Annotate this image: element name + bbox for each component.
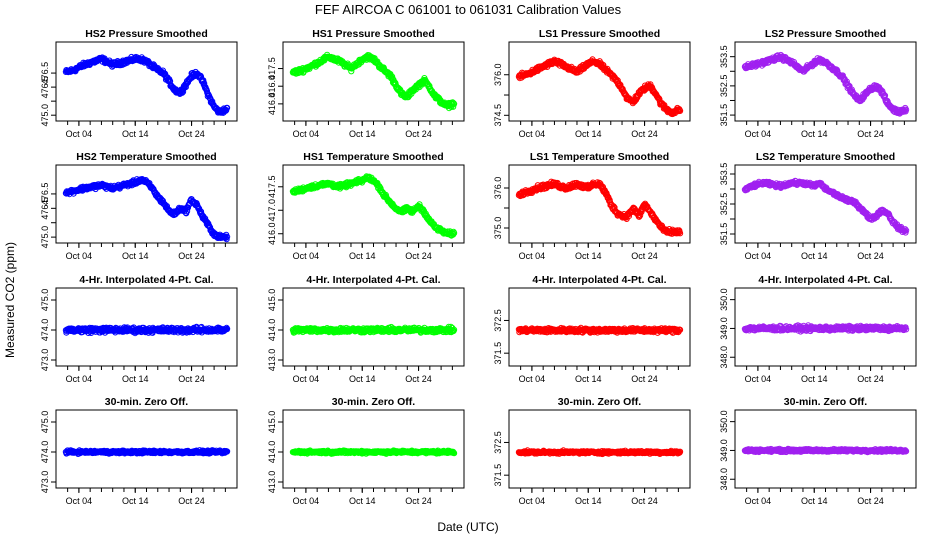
y-tick-label: 371.5: [493, 342, 503, 365]
x-tick-label: Oct 14: [575, 251, 602, 261]
x-tick-label: Oct 24: [178, 374, 205, 384]
panel-title: LS1 Temperature Smoothed: [530, 151, 669, 163]
x-tick-label: Oct 04: [66, 129, 93, 139]
x-tick-label: Oct 14: [349, 374, 376, 384]
y-tick-label: 476.5: [40, 62, 50, 85]
y-tick-label: 476.5: [40, 183, 50, 206]
y-tick-label: 348.0: [719, 346, 729, 369]
y-tick-label: 414.0: [267, 319, 277, 342]
y-tick-label: 375.0: [493, 217, 503, 240]
y-tick-label: 475.0: [40, 411, 50, 434]
y-tick-label: 474.0: [40, 441, 50, 464]
y-tick-label: 474.0: [40, 319, 50, 342]
x-tick-label: Oct 24: [857, 374, 884, 384]
x-tick-label: Oct 14: [349, 129, 376, 139]
x-tick-label: Oct 04: [745, 251, 772, 261]
panel-title: LS2 Pressure Smoothed: [765, 28, 886, 40]
y-tick-label: 352.5: [719, 75, 729, 98]
x-tick-label: Oct 24: [631, 374, 658, 384]
panel-title: 4-Hr. Interpolated 4-Pt. Cal.: [532, 274, 666, 286]
y-tick-label: 374.5: [493, 104, 503, 127]
panel-title: 4-Hr. Interpolated 4-Pt. Cal.: [758, 274, 892, 286]
x-tick-label: Oct 24: [178, 129, 205, 139]
x-tick-label: Oct 24: [857, 129, 884, 139]
x-tick-label: Oct 14: [122, 374, 149, 384]
x-tick-label: Oct 24: [405, 129, 432, 139]
panel-title: LS2 Temperature Smoothed: [756, 151, 895, 163]
x-tick-label: Oct 04: [745, 374, 772, 384]
x-tick-label: Oct 24: [178, 251, 205, 261]
y-tick-label: 350.0: [719, 288, 729, 311]
y-tick-label: 351.5: [719, 223, 729, 246]
x-tick-label: Oct 14: [122, 496, 149, 506]
x-tick-label: Oct 24: [178, 496, 205, 506]
panel-title: 4-Hr. Interpolated 4-Pt. Cal.: [306, 274, 440, 286]
x-tick-label: Oct 24: [405, 374, 432, 384]
x-tick-label: Oct 14: [575, 129, 602, 139]
x-tick-label: Oct 14: [801, 251, 828, 261]
y-tick-label: 417.5: [267, 176, 277, 199]
y-tick-label: 349.0: [719, 317, 729, 340]
panel-title: HS1 Temperature Smoothed: [303, 151, 443, 163]
x-tick-label: Oct 24: [631, 251, 658, 261]
y-tick-label: 351.5: [719, 104, 729, 127]
y-tick-label: 415.0: [267, 289, 277, 312]
x-tick-label: Oct 14: [575, 374, 602, 384]
panel-title: HS2 Pressure Smoothed: [85, 28, 208, 40]
y-tick-label: 475.0: [40, 226, 50, 249]
data-series: [63, 448, 229, 457]
y-tick-label: 353.5: [719, 163, 729, 186]
x-tick-label: Oct 24: [857, 251, 884, 261]
panel-title: HS1 Pressure Smoothed: [312, 28, 435, 40]
x-tick-label: Oct 04: [66, 251, 93, 261]
x-tick-label: Oct 04: [745, 129, 772, 139]
figure-title: FEF AIRCOA C 061001 to 061031 Calibratio…: [315, 2, 622, 17]
x-tick-label: Oct 04: [293, 374, 320, 384]
y-tick-label: 416.0: [267, 222, 277, 245]
x-tick-label: Oct 14: [801, 129, 828, 139]
y-tick-label: 417.5: [267, 57, 277, 80]
y-tick-label: 353.5: [719, 45, 729, 68]
y-axis-label: Measured CO2 (ppm): [3, 242, 17, 358]
y-tick-label: 475.0: [40, 104, 50, 127]
x-axis-label: Date (UTC): [437, 520, 498, 534]
y-tick-label: 473.0: [40, 471, 50, 494]
x-tick-label: Oct 04: [66, 496, 93, 506]
x-tick-label: Oct 14: [801, 374, 828, 384]
y-tick-label: 475.0: [40, 289, 50, 312]
y-tick-label: 376.0: [493, 177, 503, 200]
y-tick-label: 376.0: [493, 63, 503, 86]
panel-title: LS1 Pressure Smoothed: [539, 28, 660, 40]
x-tick-label: Oct 14: [349, 251, 376, 261]
y-tick-label: 413.0: [267, 349, 277, 372]
panel-title: 4-Hr. Interpolated 4-Pt. Cal.: [79, 274, 213, 286]
y-tick-label: 352.5: [719, 193, 729, 216]
x-tick-label: Oct 14: [122, 251, 149, 261]
x-tick-label: Oct 04: [519, 251, 546, 261]
y-tick-label: 372.5: [493, 309, 503, 332]
x-tick-label: Oct 04: [66, 374, 93, 384]
x-tick-label: Oct 14: [122, 129, 149, 139]
x-tick-label: Oct 04: [519, 374, 546, 384]
y-tick-label: 417.0: [267, 199, 277, 222]
x-tick-label: Oct 24: [631, 129, 658, 139]
panel-title: 30-min. Zero Off.: [105, 396, 189, 408]
x-tick-label: Oct 04: [293, 251, 320, 261]
x-tick-label: Oct 04: [519, 129, 546, 139]
x-tick-label: Oct 24: [405, 251, 432, 261]
x-tick-label: Oct 04: [293, 129, 320, 139]
y-tick-label: 473.0: [40, 349, 50, 372]
panel-title: HS2 Temperature Smoothed: [76, 151, 216, 163]
